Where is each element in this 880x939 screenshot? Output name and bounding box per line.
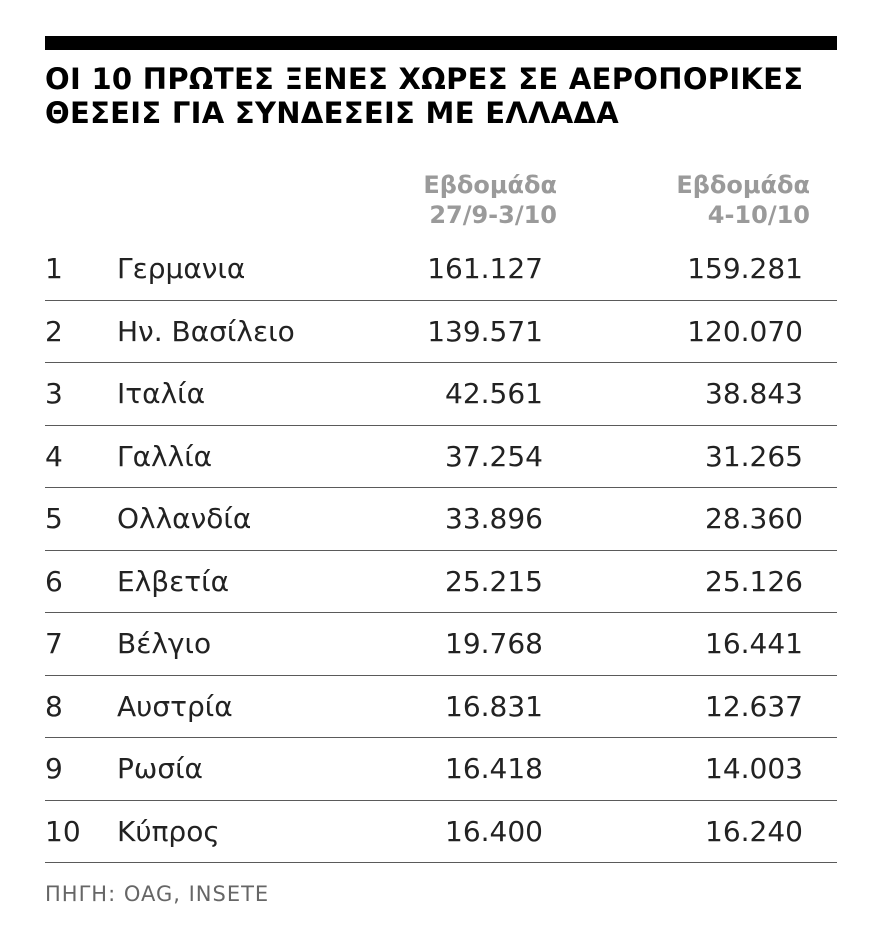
value-cell-week-2: 31.265 <box>705 439 803 473</box>
rank-cell: 9 <box>45 752 63 785</box>
column-header-dates: 27/9-3/10 <box>429 201 557 229</box>
rank-cell: 1 <box>45 252 63 285</box>
value-cell-week-2: 16.240 <box>705 814 803 848</box>
table-row: 6 Ελβετία 25.215 25.126 <box>45 551 837 613</box>
rank-cell: 6 <box>45 564 63 598</box>
table-row: 7 Βέλγιο 19.768 16.441 <box>45 613 837 676</box>
rank-cell: 7 <box>45 627 63 660</box>
country-cell: Γερμανια <box>117 252 246 285</box>
table-row: 2 Ην. Βασίλειο 139.571 120.070 <box>45 301 837 363</box>
column-header-week-1: Εβδομάδα 27/9-3/10 <box>297 170 557 230</box>
value-cell-week-2: 12.637 <box>705 689 803 723</box>
rank-cell: 2 <box>45 314 63 348</box>
top-rule <box>45 36 837 50</box>
value-cell-week-1: 16.418 <box>445 752 543 785</box>
country-cell: Ιταλία <box>117 377 206 410</box>
country-cell: Ελβετία <box>117 564 230 598</box>
value-cell-week-1: 42.561 <box>445 377 543 410</box>
value-cell-week-2: 38.843 <box>705 377 803 410</box>
country-cell: Ην. Βασίλειο <box>117 314 295 348</box>
table-row: 1 Γερμανια 161.127 159.281 <box>45 238 837 301</box>
column-header-label: Εβδομάδα <box>423 171 557 199</box>
country-cell: Ρωσία <box>117 752 204 785</box>
column-header-dates: 4-10/10 <box>707 201 810 229</box>
table-row: 5 Ολλανδία 33.896 28.360 <box>45 488 837 551</box>
chart-title-line: ΟΙ 10 ΠΡΩΤΕΣ ΞΕΝΕΣ ΧΩΡΕΣ ΣΕ ΑΕΡΟΠΟΡΙΚΕΣ <box>45 62 804 96</box>
column-header-week-2: Εβδομάδα 4-10/10 <box>550 170 810 230</box>
value-cell-week-1: 25.215 <box>445 564 543 598</box>
value-cell-week-2: 28.360 <box>705 502 803 535</box>
rank-cell: 3 <box>45 377 63 410</box>
chart-title-line: ΘΕΣΕΙΣ ΓΙΑ ΣΥΝΔΕΣΕΙΣ ΜΕ ΕΛΛΑΔΑ <box>45 96 620 130</box>
rank-cell: 10 <box>45 814 81 848</box>
value-cell-week-1: 161.127 <box>427 252 543 285</box>
ranking-table: 1 Γερμανια 161.127 159.281 2 Ην. Βασίλειο 139.… <box>45 238 837 863</box>
rank-cell: 4 <box>45 439 63 473</box>
value-cell-week-2: 25.126 <box>705 564 803 598</box>
value-cell-week-2: 159.281 <box>687 252 803 285</box>
table-row: 3 Ιταλία 42.561 38.843 <box>45 363 837 426</box>
value-cell-week-2: 14.003 <box>705 752 803 785</box>
table-row: 4 Γαλλία 37.254 31.265 <box>45 426 837 488</box>
country-cell: Γαλλία <box>117 439 213 473</box>
country-cell: Βέλγιο <box>117 627 212 660</box>
value-cell-week-1: 19.768 <box>445 627 543 660</box>
source-note: ΠΗΓΗ: OAG, INSETE <box>45 882 270 906</box>
table-row: 9 Ρωσία 16.418 14.003 <box>45 738 837 801</box>
value-cell-week-2: 120.070 <box>687 314 803 348</box>
chart-title: ΟΙ 10 ΠΡΩΤΕΣ ΞΕΝΕΣ ΧΩΡΕΣ ΣΕ ΑΕΡΟΠΟΡΙΚΕΣ … <box>45 62 845 130</box>
rank-cell: 5 <box>45 502 63 535</box>
table-row: 8 Αυστρία 16.831 12.637 <box>45 676 837 738</box>
value-cell-week-1: 33.896 <box>445 502 543 535</box>
value-cell-week-1: 139.571 <box>427 314 543 348</box>
value-cell-week-1: 37.254 <box>445 439 543 473</box>
country-cell: Αυστρία <box>117 689 233 723</box>
country-cell: Κύπρος <box>117 814 220 848</box>
rank-cell: 8 <box>45 689 63 723</box>
table-row: 10 Κύπρος 16.400 16.240 <box>45 801 837 863</box>
value-cell-week-1: 16.831 <box>445 689 543 723</box>
value-cell-week-1: 16.400 <box>445 814 543 848</box>
country-cell: Ολλανδία <box>117 502 252 535</box>
value-cell-week-2: 16.441 <box>705 627 803 660</box>
column-header-label: Εβδομάδα <box>676 171 810 199</box>
